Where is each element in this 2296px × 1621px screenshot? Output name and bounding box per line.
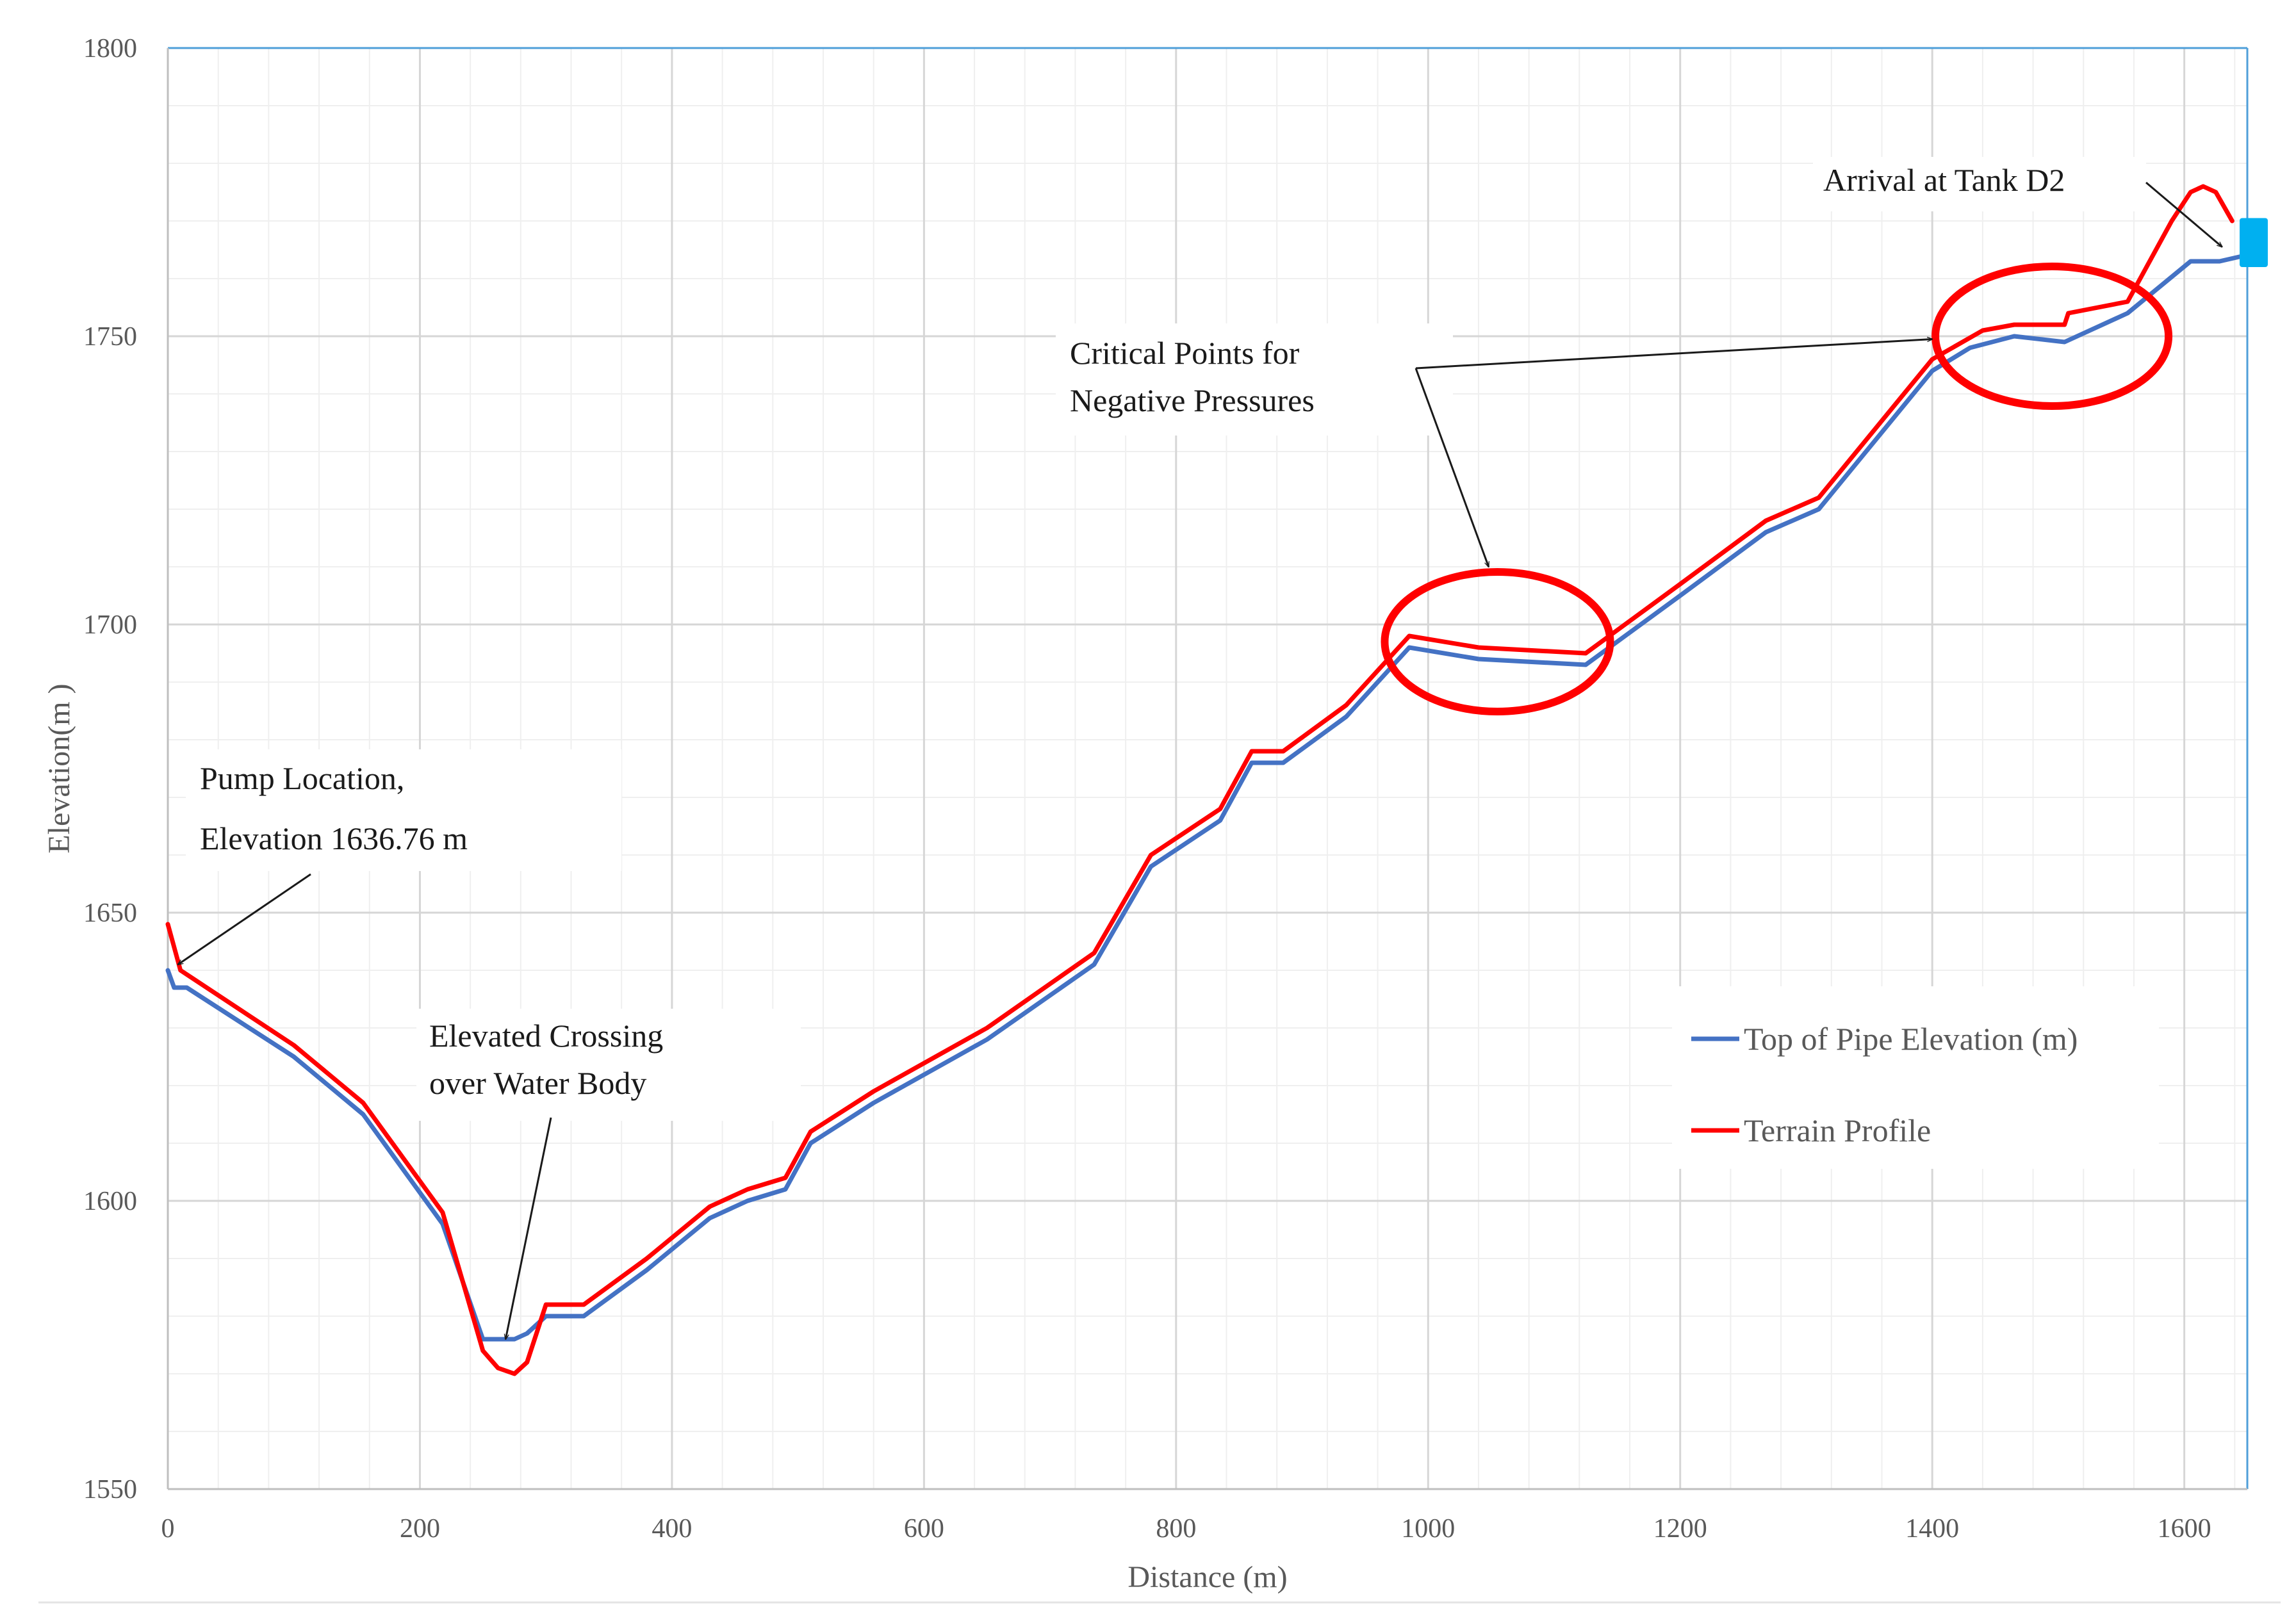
annotation-critical-points-text: Critical Points for <box>1070 335 1300 371</box>
x-tick-label: 1200 <box>1653 1514 1707 1544</box>
y-axis-title: Elevation(m ) <box>42 683 76 853</box>
arrow-critical-points-2 <box>1415 339 1932 370</box>
annotation-pump-location-text: Pump Location, <box>200 760 404 796</box>
annotation-pump-location-box <box>186 749 621 871</box>
annotation-elevated-crossing-text: Elevated Crossing <box>429 1018 663 1054</box>
annotation-pump-location-text: Elevation 1636.76 m <box>200 820 468 856</box>
y-tick-label: 1550 <box>83 1475 137 1504</box>
x-tick-label: 800 <box>1156 1514 1196 1544</box>
series-line-top-of-pipe <box>165 253 2247 1342</box>
arrow-pump-location <box>178 873 311 965</box>
x-tick-label: 1000 <box>1401 1514 1455 1544</box>
y-tick-label: 1800 <box>83 34 137 63</box>
x-tick-label: 1400 <box>1905 1514 1959 1544</box>
annotation-elevated-crossing-text: over Water Body <box>429 1065 646 1101</box>
x-tick-label: 0 <box>161 1514 175 1544</box>
x-tick-label: 400 <box>652 1514 692 1544</box>
legend-label: Terrain Profile <box>1744 1112 1931 1148</box>
annotation-arrival-tank-text: Arrival at Tank D2 <box>1823 162 2065 198</box>
x-axis-title: Distance (m) <box>1128 1560 1287 1594</box>
x-tick-label: 200 <box>400 1514 440 1544</box>
annotation-critical-points-text: Negative Pressures <box>1070 382 1315 418</box>
annotation-elevated-crossing-box <box>416 1009 801 1121</box>
series-line-terrain-profile <box>165 184 2234 1376</box>
critical-zone-circle-1 <box>1381 568 1614 715</box>
legend-box <box>1672 986 2159 1169</box>
y-tick-label: 1700 <box>83 610 137 640</box>
legend-label: Top of Pipe Elevation (m) <box>1744 1021 2078 1057</box>
arrow-critical-points-1 <box>1414 368 1490 567</box>
annotation-critical-points-box <box>1056 323 1453 436</box>
critical-zone-circle-2 <box>1931 263 2173 410</box>
x-tick-label: 1600 <box>2158 1514 2211 1544</box>
y-tick-label: 1750 <box>83 322 137 352</box>
arrow-arrival-tank <box>2145 181 2222 247</box>
y-tick-label: 1600 <box>83 1187 137 1216</box>
arrow-elevated-crossing <box>505 1117 552 1339</box>
x-tick-label: 600 <box>904 1514 944 1544</box>
annotation-arrival-tank-box <box>1813 157 2146 211</box>
tank-d2-marker <box>2240 218 2268 267</box>
y-tick-label: 1650 <box>83 899 137 928</box>
